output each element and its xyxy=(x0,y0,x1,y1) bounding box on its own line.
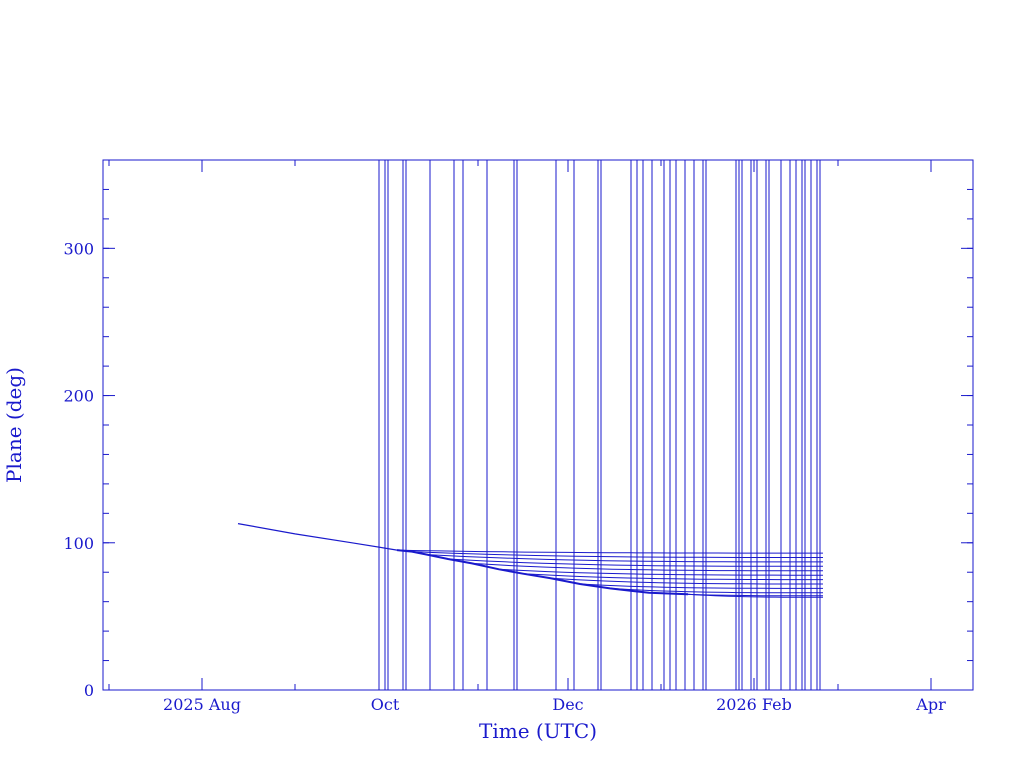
branch-line-7 xyxy=(522,573,823,581)
plot-area xyxy=(237,160,824,690)
x-axis-label: Time (UTC) xyxy=(479,719,597,743)
decay-curve-line xyxy=(396,549,689,596)
y-tick-label-4: 300 xyxy=(63,239,94,258)
branch-line-4 xyxy=(447,558,823,567)
axes: 2025 Aug Oct Dec 2026 Feb Apr 0 100 200 300 xyxy=(63,159,973,714)
branch-line-2 xyxy=(411,551,823,558)
main-track-line xyxy=(237,523,398,551)
x-tick-label-5: Apr xyxy=(915,695,946,714)
branch-line-9 xyxy=(579,583,823,589)
branch-line-10 xyxy=(609,587,823,594)
y-axis-label: Plane (deg) xyxy=(2,367,26,483)
x-tick-label-3: Dec xyxy=(552,695,583,714)
x-tick-label-4: 2026 Feb xyxy=(716,695,792,714)
branch-line-8 xyxy=(549,577,823,585)
y-tick-label-3: 200 xyxy=(63,387,94,406)
branch-line-5 xyxy=(471,562,824,572)
branch-line-12 xyxy=(687,593,824,598)
x-tick-label-2: Oct xyxy=(371,695,400,714)
y-tick-label-2: 100 xyxy=(63,534,94,553)
y-tick-label-1: 0 xyxy=(84,681,94,700)
branch-line-1 xyxy=(396,549,823,554)
x-tick-label-1: 2025 Aug xyxy=(163,695,241,714)
